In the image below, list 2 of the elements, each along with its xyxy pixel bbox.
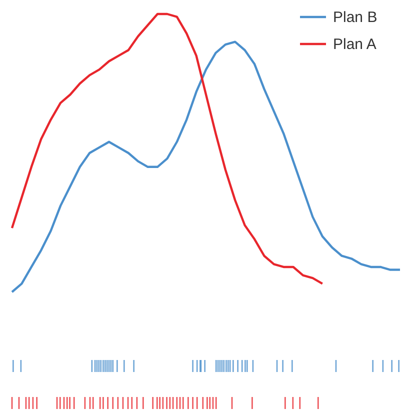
legend-label: Plan B [333,9,378,26]
legend-label: Plan A [333,36,376,53]
